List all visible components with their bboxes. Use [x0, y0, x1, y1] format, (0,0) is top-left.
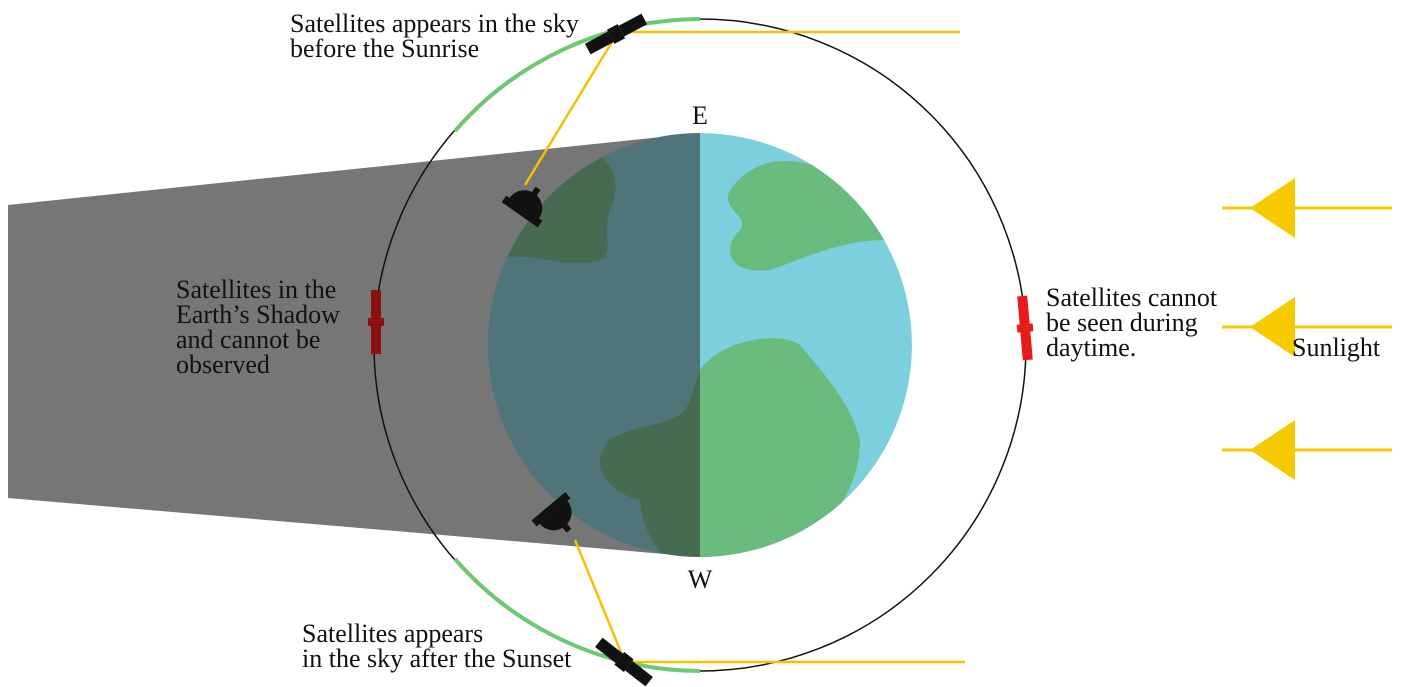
observer-top	[501, 186, 543, 228]
satellite-bottom	[595, 637, 653, 687]
observer-bottom	[531, 492, 572, 533]
daytime-label: Satellites cannot be seen during daytime.	[1046, 283, 1218, 362]
shadow-label: Satellites in the Earth’s Shadow and canno…	[176, 275, 340, 379]
earth	[488, 133, 912, 557]
west-label: W	[688, 565, 713, 594]
visible-arc-top	[453, 17, 701, 133]
sun-arrows	[1222, 178, 1392, 480]
satellite-shadow	[368, 290, 384, 354]
sight-lines	[523, 30, 965, 664]
visible-arc-bottom	[453, 557, 701, 673]
sunrise-label: Satellites appears in the sky before the …	[290, 9, 579, 63]
east-label: E	[692, 101, 708, 130]
satellite-top	[584, 13, 648, 55]
sunset-label: Satellites appears in the sky after the S…	[302, 619, 572, 673]
satellite-day	[1016, 295, 1034, 361]
sunlight-label: Sunlight	[1292, 333, 1381, 362]
